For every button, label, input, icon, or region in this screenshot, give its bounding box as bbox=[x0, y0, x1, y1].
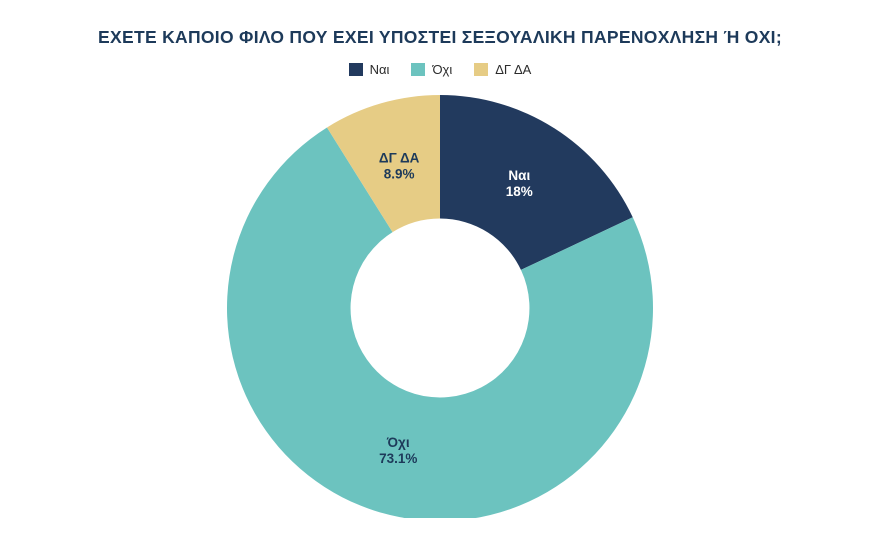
slice-label-2: ΔΓ ΔΑ 8.9% bbox=[379, 151, 420, 182]
chart-area: Ναι 18% Όχι 73.1% ΔΓ ΔΑ 8.9% bbox=[0, 77, 880, 539]
legend-label: ΔΓ ΔΑ bbox=[495, 62, 532, 77]
pie-slice-2[interactable] bbox=[327, 95, 440, 233]
legend-item-2[interactable]: ΔΓ ΔΑ bbox=[474, 62, 531, 77]
pie-slice-1[interactable] bbox=[227, 127, 654, 522]
legend-item-0[interactable]: Ναι bbox=[348, 62, 390, 77]
legend-swatch-icon bbox=[411, 63, 426, 76]
donut-chart: Ναι 18% Όχι 73.1% ΔΓ ΔΑ 8.9% bbox=[227, 95, 654, 522]
slice-label-1: Όχι 73.1% bbox=[379, 435, 417, 466]
pie-slice-0[interactable] bbox=[440, 95, 633, 270]
legend-item-1[interactable]: Όχι bbox=[411, 62, 452, 77]
legend-swatch-icon bbox=[348, 63, 363, 76]
chart-title: ΕΧΕΤΕ ΚΑΠΟΙΟ ΦΙΛΟ ΠΟΥ ΕΧΕΙ ΥΠΟΣΤΕΙ ΣΕΞΟΥ… bbox=[98, 27, 782, 47]
legend-label: Ναι bbox=[369, 62, 390, 77]
chart-legend: Ναι Όχι ΔΓ ΔΑ bbox=[348, 62, 531, 77]
slice-label-0: Ναι 18% bbox=[506, 168, 533, 199]
legend-swatch-icon bbox=[474, 63, 489, 76]
legend-label: Όχι bbox=[432, 62, 453, 77]
